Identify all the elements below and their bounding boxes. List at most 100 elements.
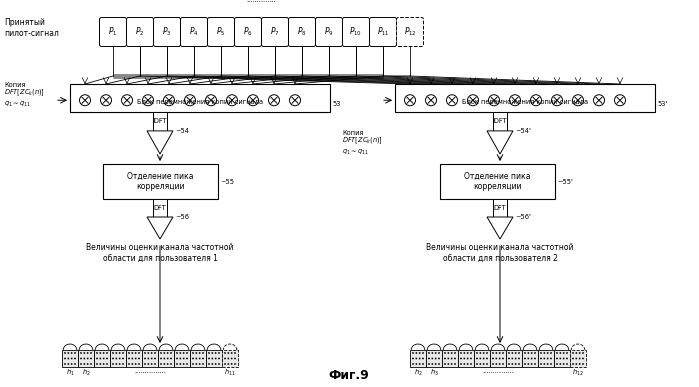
Circle shape: [431, 358, 433, 360]
Circle shape: [508, 358, 510, 360]
Circle shape: [185, 95, 196, 106]
Circle shape: [128, 358, 130, 360]
Circle shape: [199, 358, 201, 360]
Text: ~54: ~54: [175, 128, 189, 134]
Circle shape: [119, 352, 120, 354]
Polygon shape: [147, 131, 173, 154]
Circle shape: [211, 363, 213, 365]
Circle shape: [131, 358, 134, 360]
Circle shape: [435, 358, 437, 360]
Circle shape: [211, 352, 213, 354]
Bar: [506, 350, 522, 367]
Circle shape: [208, 358, 210, 360]
Circle shape: [144, 352, 146, 354]
Circle shape: [575, 352, 577, 354]
Circle shape: [559, 352, 561, 354]
Circle shape: [154, 352, 156, 354]
Text: $P_6$: $P_6$: [243, 26, 253, 38]
Circle shape: [476, 352, 478, 354]
Bar: [458, 350, 474, 367]
Circle shape: [234, 363, 236, 365]
Circle shape: [540, 358, 542, 360]
Circle shape: [115, 363, 117, 365]
Circle shape: [405, 95, 415, 106]
Circle shape: [419, 363, 421, 365]
Circle shape: [582, 352, 584, 354]
Polygon shape: [153, 199, 167, 217]
Circle shape: [112, 352, 114, 354]
Circle shape: [64, 363, 66, 365]
Polygon shape: [153, 112, 167, 131]
Text: Принятый
пилот-сигнал: Принятый пилот-сигнал: [4, 18, 59, 38]
Circle shape: [540, 363, 542, 365]
Circle shape: [563, 358, 565, 360]
Circle shape: [119, 363, 120, 365]
Circle shape: [206, 95, 217, 106]
Circle shape: [579, 363, 581, 365]
Circle shape: [431, 352, 433, 354]
Circle shape: [547, 363, 549, 365]
Circle shape: [186, 363, 188, 365]
Circle shape: [196, 352, 197, 354]
Text: ~56: ~56: [175, 214, 189, 220]
Bar: [490, 350, 506, 367]
Circle shape: [154, 358, 156, 360]
Circle shape: [531, 95, 542, 106]
Circle shape: [154, 363, 156, 365]
Circle shape: [514, 363, 517, 365]
Circle shape: [90, 358, 92, 360]
Circle shape: [531, 352, 533, 354]
Text: Фиг.9: Фиг.9: [329, 369, 369, 382]
Circle shape: [164, 363, 165, 365]
Polygon shape: [487, 217, 513, 239]
Circle shape: [208, 363, 210, 365]
Text: $q_1 \sim q_{11}$: $q_1 \sim q_{11}$: [342, 148, 369, 157]
Circle shape: [151, 363, 152, 365]
Circle shape: [180, 363, 181, 365]
Text: $DFT[ZC_k(n)]$: $DFT[ZC_k(n)]$: [342, 136, 383, 146]
Circle shape: [444, 352, 446, 354]
Circle shape: [543, 358, 545, 360]
Circle shape: [96, 358, 98, 360]
Circle shape: [524, 352, 526, 354]
Circle shape: [122, 352, 124, 354]
Bar: [190, 350, 206, 367]
Circle shape: [422, 358, 424, 360]
Circle shape: [147, 358, 149, 360]
Circle shape: [143, 95, 154, 106]
Circle shape: [138, 352, 140, 354]
Text: $q_1 \sim q_{11}$: $q_1 \sim q_{11}$: [4, 100, 31, 109]
Circle shape: [215, 358, 217, 360]
Circle shape: [534, 363, 536, 365]
Circle shape: [176, 358, 178, 360]
Circle shape: [460, 358, 462, 360]
Text: Отделение пика
корреляции: Отделение пика корреляции: [464, 172, 531, 191]
Circle shape: [528, 358, 529, 360]
Circle shape: [614, 95, 626, 106]
Circle shape: [186, 358, 188, 360]
Circle shape: [556, 363, 558, 365]
Bar: [70, 84, 330, 112]
Circle shape: [160, 363, 162, 365]
Circle shape: [164, 352, 165, 354]
Circle shape: [182, 363, 185, 365]
Text: $P_2$: $P_2$: [135, 26, 145, 38]
FancyBboxPatch shape: [180, 17, 208, 46]
Circle shape: [528, 352, 529, 354]
Text: $h_{12}$: $h_{12}$: [572, 368, 584, 378]
Circle shape: [422, 352, 424, 354]
Circle shape: [64, 358, 66, 360]
Text: $DFT[ZC_k(n)]$: $DFT[ZC_k(n)]$: [4, 88, 45, 98]
Circle shape: [215, 352, 217, 354]
Circle shape: [138, 358, 140, 360]
Circle shape: [67, 352, 69, 354]
Polygon shape: [147, 217, 173, 239]
Circle shape: [180, 358, 181, 360]
Text: $P_{12}$: $P_{12}$: [403, 26, 417, 38]
Bar: [78, 350, 94, 367]
Circle shape: [231, 352, 233, 354]
Circle shape: [559, 363, 561, 365]
Circle shape: [540, 352, 542, 354]
Circle shape: [467, 363, 468, 365]
Circle shape: [512, 358, 513, 360]
